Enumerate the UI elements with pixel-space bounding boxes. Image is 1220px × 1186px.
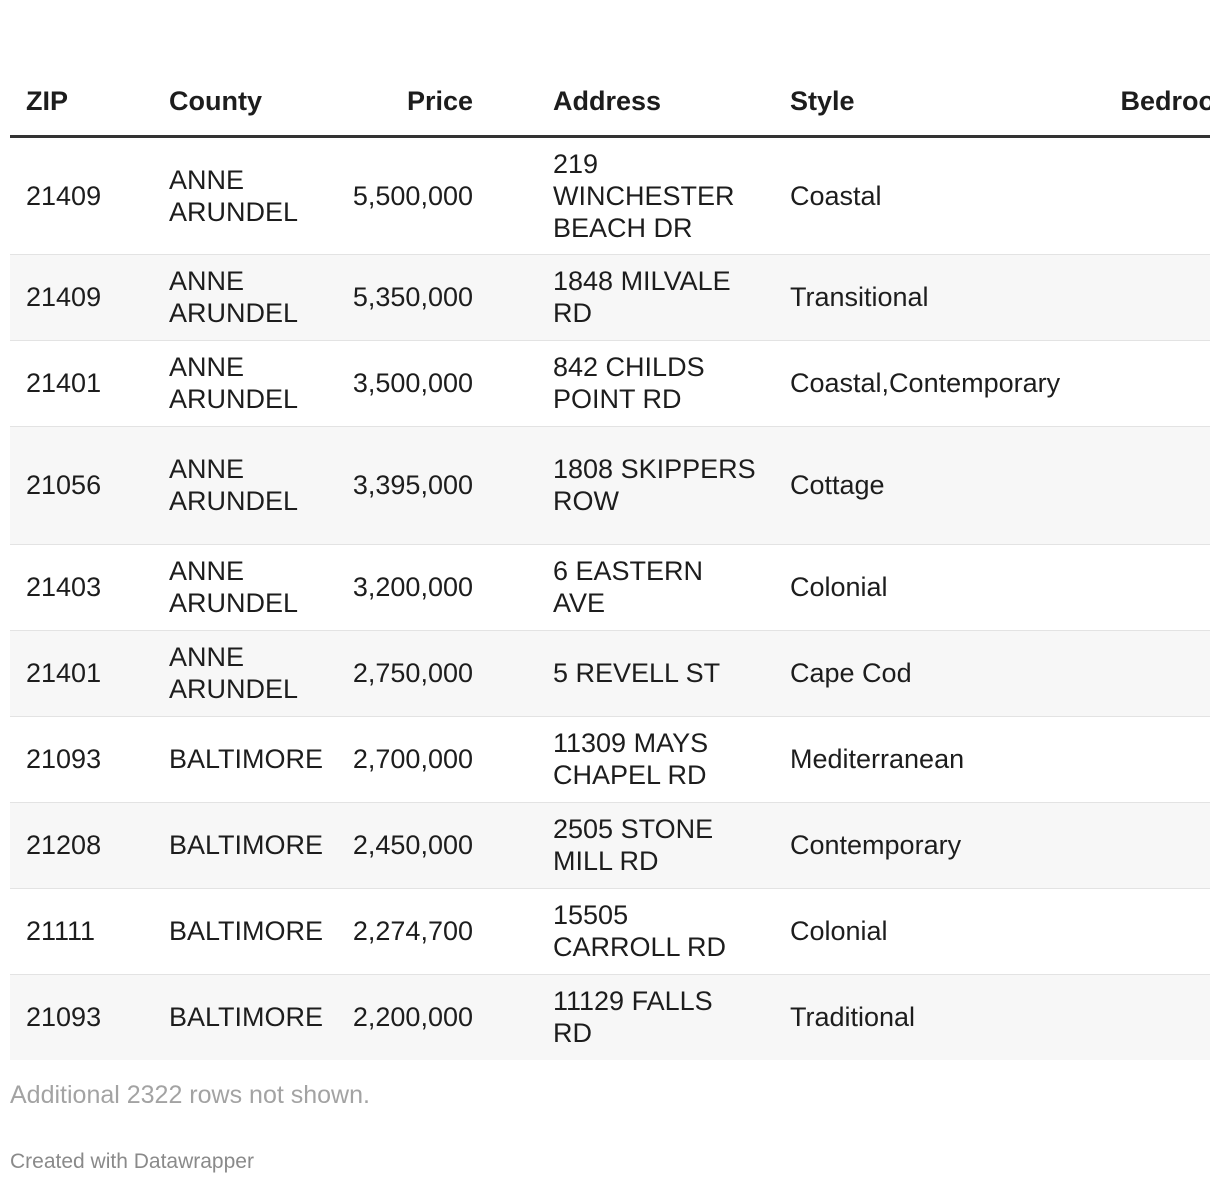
cell-style: Colonial	[774, 544, 1074, 631]
cell-zip: 21056	[10, 426, 153, 545]
cell-price: 2,750,000	[336, 630, 537, 717]
table-row: 21409 ANNE ARUNDEL 5,500,000 219 WINCHES…	[10, 136, 1210, 255]
cell-price: 3,200,000	[336, 544, 537, 631]
table-row: 21409 ANNE ARUNDEL 5,350,000 1848 MILVAL…	[10, 254, 1210, 341]
cell-county: ANNE ARUNDEL	[153, 340, 336, 427]
cell-style: Transitional	[774, 254, 1074, 341]
cell-zip: 21111	[10, 888, 153, 975]
cell-zip: 21409	[10, 136, 153, 255]
cell-bedrooms	[1074, 426, 1210, 545]
cell-zip: 21208	[10, 802, 153, 889]
table-row: 21403 ANNE ARUNDEL 3,200,000 6 EASTERN A…	[10, 544, 1210, 631]
cell-address: 1808 SKIPPERS ROW	[537, 426, 774, 545]
cell-bedrooms	[1074, 630, 1210, 717]
column-header-style[interactable]: Style	[774, 0, 1074, 138]
column-header-price[interactable]: Price	[336, 0, 537, 138]
table-row: 21093 BALTIMORE 2,700,000 11309 MAYS CHA…	[10, 716, 1210, 803]
cell-address: 11129 FALLS RD	[537, 974, 774, 1060]
cell-style: Mediterranean	[774, 716, 1074, 803]
cell-style: Coastal	[774, 136, 1074, 255]
cell-bedrooms	[1074, 716, 1210, 803]
cell-price: 2,200,000	[336, 974, 537, 1060]
cell-county: ANNE ARUNDEL	[153, 426, 336, 545]
cell-county: ANNE ARUNDEL	[153, 136, 336, 255]
column-header-zip[interactable]: ZIP	[10, 0, 153, 138]
table-row: 21093 BALTIMORE 2,200,000 11129 FALLS RD…	[10, 974, 1210, 1060]
table-row: 21111 BALTIMORE 2,274,700 15505 CARROLL …	[10, 888, 1210, 975]
data-table: ZIP County Price Address Style Bedrooms …	[10, 0, 1210, 1060]
cell-price: 3,500,000	[336, 340, 537, 427]
column-header-county[interactable]: County	[153, 0, 336, 138]
cell-style: Coastal,Contemporary	[774, 340, 1074, 427]
cell-style: Colonial	[774, 888, 1074, 975]
cell-address: 11309 MAYS CHAPEL RD	[537, 716, 774, 803]
cell-county: BALTIMORE	[153, 888, 336, 975]
cell-style: Cottage	[774, 426, 1074, 545]
rows-not-shown-note: Additional 2322 rows not shown.	[10, 1081, 370, 1109]
table-row: 21401 ANNE ARUNDEL 2,750,000 5 REVELL ST…	[10, 630, 1210, 717]
cell-bedrooms	[1074, 974, 1210, 1060]
cell-address: 6 EASTERN AVE	[537, 544, 774, 631]
cell-zip: 21093	[10, 974, 153, 1060]
cell-address: 2505 STONE MILL RD	[537, 802, 774, 889]
cell-county: ANNE ARUNDEL	[153, 254, 336, 341]
table-row: 21208 BALTIMORE 2,450,000 2505 STONE MIL…	[10, 802, 1210, 889]
cell-style: Traditional	[774, 974, 1074, 1060]
cell-price: 5,500,000	[336, 136, 537, 255]
cell-style: Cape Cod	[774, 630, 1074, 717]
cell-county: BALTIMORE	[153, 802, 336, 889]
table-row: 21401 ANNE ARUNDEL 3,500,000 842 CHILDS …	[10, 340, 1210, 427]
table-header-row: ZIP County Price Address Style Bedrooms	[10, 0, 1210, 138]
cell-zip: 21093	[10, 716, 153, 803]
cell-bedrooms	[1074, 888, 1210, 975]
cell-address: 1848 MILVALE RD	[537, 254, 774, 341]
cell-price: 3,395,000	[336, 426, 537, 545]
cell-bedrooms	[1074, 340, 1210, 427]
cell-zip: 21401	[10, 340, 153, 427]
cell-bedrooms	[1074, 254, 1210, 341]
cell-county: BALTIMORE	[153, 974, 336, 1060]
cell-address: 842 CHILDS POINT RD	[537, 340, 774, 427]
cell-price: 2,450,000	[336, 802, 537, 889]
cell-address: 219 WINCHESTER BEACH DR	[537, 136, 774, 255]
data-table-container: ZIP County Price Address Style Bedrooms …	[10, 0, 1210, 1062]
cell-bedrooms	[1074, 136, 1210, 255]
cell-bedrooms	[1074, 544, 1210, 631]
cell-zip: 21401	[10, 630, 153, 717]
column-header-address[interactable]: Address	[537, 0, 774, 138]
cell-county: BALTIMORE	[153, 716, 336, 803]
cell-bedrooms	[1074, 802, 1210, 889]
cell-price: 2,274,700	[336, 888, 537, 975]
column-header-bedrooms[interactable]: Bedrooms	[1074, 0, 1210, 138]
cell-price: 5,350,000	[336, 254, 537, 341]
cell-county: ANNE ARUNDEL	[153, 544, 336, 631]
cell-zip: 21403	[10, 544, 153, 631]
table-row: 21056 ANNE ARUNDEL 3,395,000 1808 SKIPPE…	[10, 426, 1210, 545]
cell-price: 2,700,000	[336, 716, 537, 803]
cell-style: Contemporary	[774, 802, 1074, 889]
cell-zip: 21409	[10, 254, 153, 341]
datawrapper-credit[interactable]: Created with Datawrapper	[10, 1150, 254, 1173]
cell-address: 5 REVELL ST	[537, 630, 774, 717]
cell-address: 15505 CARROLL RD	[537, 888, 774, 975]
cell-county: ANNE ARUNDEL	[153, 630, 336, 717]
